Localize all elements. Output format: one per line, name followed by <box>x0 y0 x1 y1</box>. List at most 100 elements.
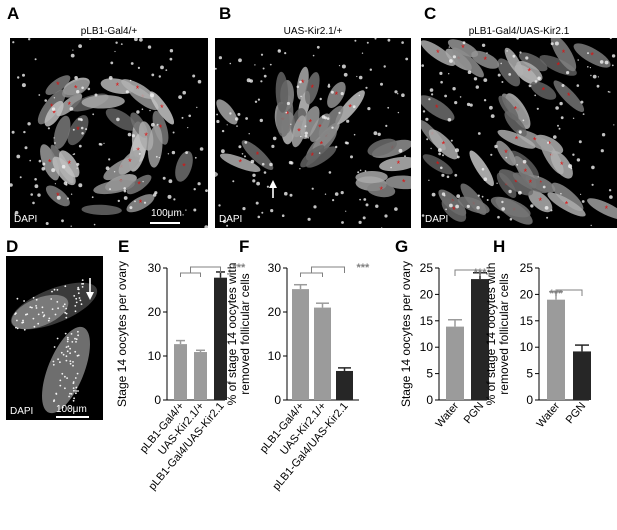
nucleus-dot <box>69 347 71 350</box>
bar <box>174 344 187 400</box>
egg-chamber <box>291 115 307 148</box>
nucleus-dot <box>168 179 173 184</box>
egg-chamber <box>45 75 71 95</box>
nucleus-dot <box>508 73 512 76</box>
nucleus-dot <box>440 166 443 170</box>
nucleus-dot <box>587 66 589 68</box>
oocyte-asterisk: * <box>402 177 406 187</box>
nucleus-dot <box>193 208 197 212</box>
y-axis-label: % of stage 14 oocytes with <box>225 263 239 406</box>
nucleus-dot <box>528 84 532 88</box>
nucleus-dot <box>560 116 564 120</box>
nucleus-dot <box>110 61 114 65</box>
oocyte-asterisk: * <box>56 80 60 90</box>
nucleus-dot <box>75 338 78 341</box>
nucleus-dot <box>256 181 260 186</box>
nucleus-dot <box>289 193 293 197</box>
nucleus-dot <box>123 196 128 200</box>
nucleus-dot <box>130 62 134 65</box>
oocyte-asterisk: * <box>116 81 120 91</box>
nucleus-dot <box>55 392 58 395</box>
nucleus-dot <box>56 337 59 340</box>
nucleus-dot <box>387 38 391 42</box>
nucleus-dot <box>547 141 550 144</box>
nucleus-dot <box>428 98 431 101</box>
nucleus-dot <box>454 101 458 105</box>
nucleus-dot <box>27 122 31 126</box>
nucleus-dot <box>288 160 293 165</box>
nucleus-dot <box>34 58 37 61</box>
chart-f: 0 10 20 30 % of stage 14 oocytes with removed… <box>225 261 370 493</box>
nucleus-dot <box>358 75 363 80</box>
arrow-icon <box>86 278 94 300</box>
nucleus-dot <box>73 389 75 392</box>
egg-chamber <box>504 47 524 76</box>
nucleus-dot <box>473 77 478 81</box>
nucleus-dot <box>590 74 592 77</box>
nucleus-dot <box>158 75 161 78</box>
nucleus-dot <box>72 361 74 363</box>
nucleus-dot <box>512 54 516 58</box>
egg-chamber <box>52 156 76 186</box>
nucleus-dot <box>397 93 399 95</box>
chart-g: 0 5 10 15 20 25 Stage 14 oocytes per ovary Wate… <box>399 261 489 430</box>
y-tick-label: 0 <box>154 393 161 407</box>
nucleus-dot <box>421 64 424 67</box>
significance-label: *** <box>474 267 488 279</box>
nucleus-dot <box>64 332 67 335</box>
nucleus-dot <box>385 124 388 127</box>
nucleus-dot <box>375 204 379 208</box>
nucleus-dot <box>397 111 400 114</box>
nucleus-dot <box>15 326 17 329</box>
nucleus-dot <box>369 68 372 71</box>
egg-chamber <box>460 183 487 215</box>
oocyte-asterisk: * <box>311 151 315 161</box>
panel-label-e: E <box>118 237 130 256</box>
nucleus-dot <box>285 111 288 114</box>
nucleus-dot <box>481 43 486 47</box>
nucleus-dot <box>56 289 59 291</box>
oocyte-asterisk: * <box>452 205 456 215</box>
nucleus-dot <box>257 98 260 101</box>
micrograph-d: DAPI 100μm <box>6 256 103 420</box>
nucleus-dot <box>182 214 184 216</box>
nucleus-dot <box>80 303 83 306</box>
nucleus-dot <box>21 83 26 88</box>
nucleus-dot <box>340 191 344 195</box>
oocyte-bottom <box>42 326 90 414</box>
nucleus-dot <box>561 84 565 87</box>
nucleus-dot <box>455 204 459 209</box>
nucleus-dot <box>449 59 453 63</box>
nucleus-dot <box>446 175 450 179</box>
nucleus-dot <box>248 133 250 135</box>
nucleus-dot <box>57 307 59 310</box>
nucleus-dot <box>51 168 56 173</box>
egg-chamber <box>152 110 169 145</box>
nucleus-dot <box>255 201 259 205</box>
nucleus-dot <box>165 69 168 71</box>
nucleus-dot <box>442 154 444 157</box>
nucleus-dot <box>490 153 493 156</box>
nucleus-dot <box>52 360 55 363</box>
nucleus-dot <box>609 195 613 199</box>
nucleus-dot <box>151 73 155 77</box>
nucleus-dot <box>34 178 37 181</box>
nucleus-dot <box>215 67 217 70</box>
nucleus-dot <box>134 200 136 203</box>
egg-chamber <box>422 154 453 175</box>
nucleus-dot <box>469 103 473 107</box>
nucleus-dot <box>59 384 62 387</box>
oocyte-asterisk: * <box>348 102 352 112</box>
nucleus-dot <box>37 193 41 197</box>
panel-label-c: C <box>424 4 437 23</box>
nucleus-dot <box>307 137 309 139</box>
nucleus-dot <box>188 114 191 118</box>
nucleus-dot <box>489 105 493 110</box>
nucleus-dot <box>61 219 64 223</box>
nucleus-dot <box>66 377 68 379</box>
nucleus-dot <box>444 94 447 98</box>
oocyte-asterisk: * <box>565 200 569 210</box>
nucleus-dot <box>381 227 383 228</box>
micrograph-c-image: *********************************** <box>421 38 617 227</box>
nucleus-dot <box>525 56 529 60</box>
